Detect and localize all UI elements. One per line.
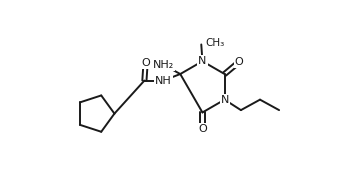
Text: O: O	[141, 58, 150, 68]
Text: NH: NH	[155, 76, 172, 86]
Text: O: O	[235, 57, 243, 67]
Text: NH₂: NH₂	[153, 60, 174, 70]
Text: CH₃: CH₃	[206, 38, 225, 48]
Text: O: O	[198, 124, 207, 134]
Text: N: N	[221, 95, 229, 105]
Text: N: N	[198, 56, 207, 66]
